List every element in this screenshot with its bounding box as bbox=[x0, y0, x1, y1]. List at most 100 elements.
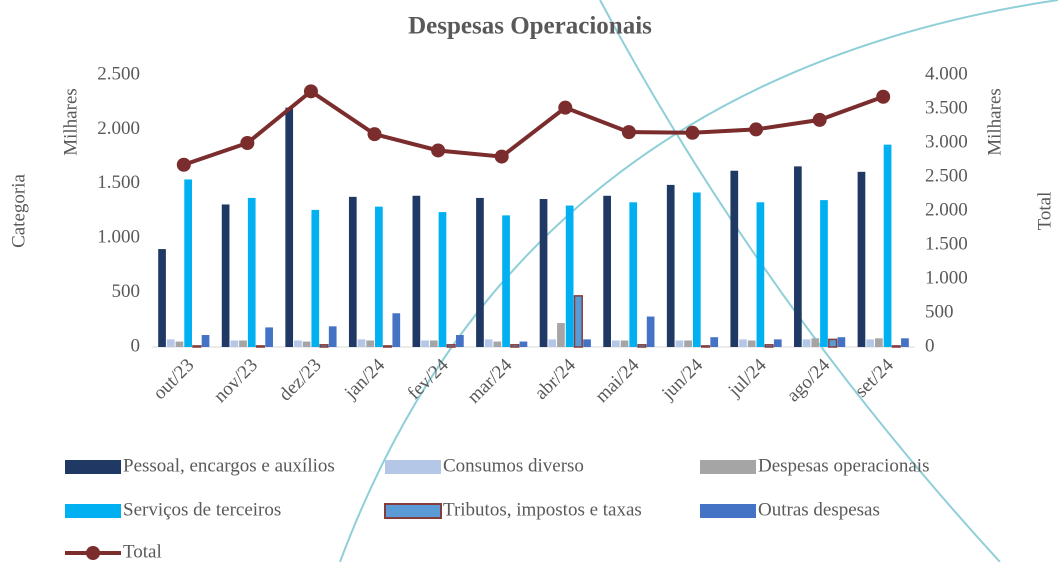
line-marker bbox=[685, 126, 699, 140]
bar bbox=[413, 196, 421, 347]
bar bbox=[421, 340, 429, 347]
bar bbox=[320, 345, 328, 347]
y-tick-label: 2.500 bbox=[97, 63, 140, 84]
bar bbox=[202, 335, 210, 347]
bar bbox=[710, 337, 718, 347]
y2-tick-label: 2.500 bbox=[925, 165, 968, 186]
bar bbox=[603, 196, 611, 347]
bar bbox=[557, 323, 565, 347]
y2-tick-label: 500 bbox=[925, 301, 954, 322]
chart-title: Despesas Operacionais bbox=[408, 13, 652, 40]
y2-tick-label: 4.000 bbox=[925, 63, 968, 84]
y2-axis-unit: Milhares bbox=[984, 88, 1005, 156]
bar bbox=[638, 345, 646, 347]
bar bbox=[502, 215, 510, 347]
bar bbox=[621, 340, 629, 347]
x-tick-label: jan/24 bbox=[340, 354, 389, 403]
bar bbox=[765, 345, 773, 347]
bar bbox=[311, 210, 319, 347]
y2-tick-label: 2.000 bbox=[925, 199, 968, 220]
bar bbox=[858, 172, 866, 347]
bar bbox=[629, 202, 637, 347]
bar bbox=[566, 206, 574, 347]
bar bbox=[447, 345, 455, 347]
bar bbox=[693, 193, 701, 347]
line-marker bbox=[749, 122, 763, 136]
bar bbox=[667, 185, 675, 347]
bar bbox=[222, 204, 230, 347]
legend-label: Consumos diverso bbox=[443, 455, 584, 476]
bar bbox=[829, 339, 837, 347]
bar bbox=[548, 339, 556, 347]
bar bbox=[193, 346, 201, 347]
bar bbox=[294, 340, 302, 347]
bar bbox=[520, 342, 528, 347]
y-tick-label: 0 bbox=[131, 335, 141, 356]
bar bbox=[257, 346, 265, 347]
y-tick-label: 1.000 bbox=[97, 227, 140, 248]
line-marker bbox=[622, 125, 636, 139]
line-marker bbox=[495, 150, 509, 164]
y2-axis-label: Total bbox=[1034, 192, 1055, 231]
bar bbox=[574, 296, 582, 347]
y-axis-label: Categoria bbox=[8, 174, 29, 248]
x-tick-label: fev/24 bbox=[404, 354, 454, 404]
bar bbox=[329, 326, 337, 347]
y2-tick-label: 3.000 bbox=[925, 131, 968, 152]
bar bbox=[866, 339, 874, 347]
y-tick-label: 500 bbox=[112, 281, 141, 302]
bar bbox=[375, 207, 383, 347]
page: {"chart_data": {"type": "bar", "title": … bbox=[0, 0, 1058, 562]
bar bbox=[838, 337, 846, 347]
y2-tick-label: 1.500 bbox=[925, 233, 968, 254]
bar bbox=[757, 202, 765, 347]
bar bbox=[794, 166, 802, 347]
bar bbox=[511, 345, 519, 347]
bar bbox=[176, 342, 184, 347]
bar bbox=[739, 339, 747, 347]
bar bbox=[303, 342, 311, 347]
x-tick-label: mar/24 bbox=[463, 354, 516, 407]
x-tick-label: out/23 bbox=[149, 355, 198, 404]
legend-swatch bbox=[385, 460, 441, 474]
bar bbox=[811, 338, 819, 347]
legend-label: Tributos, impostos e taxas bbox=[443, 499, 642, 520]
bar bbox=[901, 338, 909, 347]
bar bbox=[239, 340, 247, 347]
bar bbox=[494, 342, 502, 347]
y2-tick-label: 3.500 bbox=[925, 97, 968, 118]
bar bbox=[158, 249, 166, 347]
x-tick-label: set/24 bbox=[851, 354, 898, 401]
legend-swatch bbox=[86, 546, 100, 560]
chart: Despesas Operacionais Categoria Milhares… bbox=[0, 0, 1058, 562]
bar bbox=[803, 339, 811, 347]
bar bbox=[647, 317, 655, 347]
x-tick-label: jul/24 bbox=[724, 354, 771, 401]
y2-tick-label: 0 bbox=[925, 335, 935, 356]
bar bbox=[265, 327, 273, 347]
line-marker bbox=[177, 158, 191, 172]
line-marker bbox=[558, 101, 572, 115]
legend-swatch bbox=[385, 504, 441, 518]
bar bbox=[167, 339, 175, 347]
bar bbox=[774, 339, 782, 347]
bar bbox=[358, 339, 366, 347]
legend-swatch bbox=[700, 460, 756, 474]
bar bbox=[684, 340, 692, 347]
y-tick-label: 2.000 bbox=[97, 118, 140, 139]
legend-label: Pessoal, encargos e auxílios bbox=[123, 455, 335, 476]
line-marker bbox=[304, 84, 318, 98]
x-tick-label: nov/23 bbox=[210, 355, 262, 407]
x-tick-label: dez/23 bbox=[275, 355, 326, 406]
bar bbox=[248, 198, 256, 347]
x-tick-label: jun/24 bbox=[657, 354, 707, 404]
bar bbox=[366, 340, 374, 347]
legend-label: Serviços de terceiros bbox=[123, 499, 281, 520]
line-marker bbox=[876, 90, 890, 104]
bar bbox=[612, 340, 620, 347]
x-tick-label: abr/24 bbox=[531, 354, 581, 404]
legend-label: Total bbox=[123, 541, 162, 562]
bar bbox=[430, 340, 438, 347]
bar bbox=[230, 340, 238, 347]
bar bbox=[892, 346, 900, 347]
